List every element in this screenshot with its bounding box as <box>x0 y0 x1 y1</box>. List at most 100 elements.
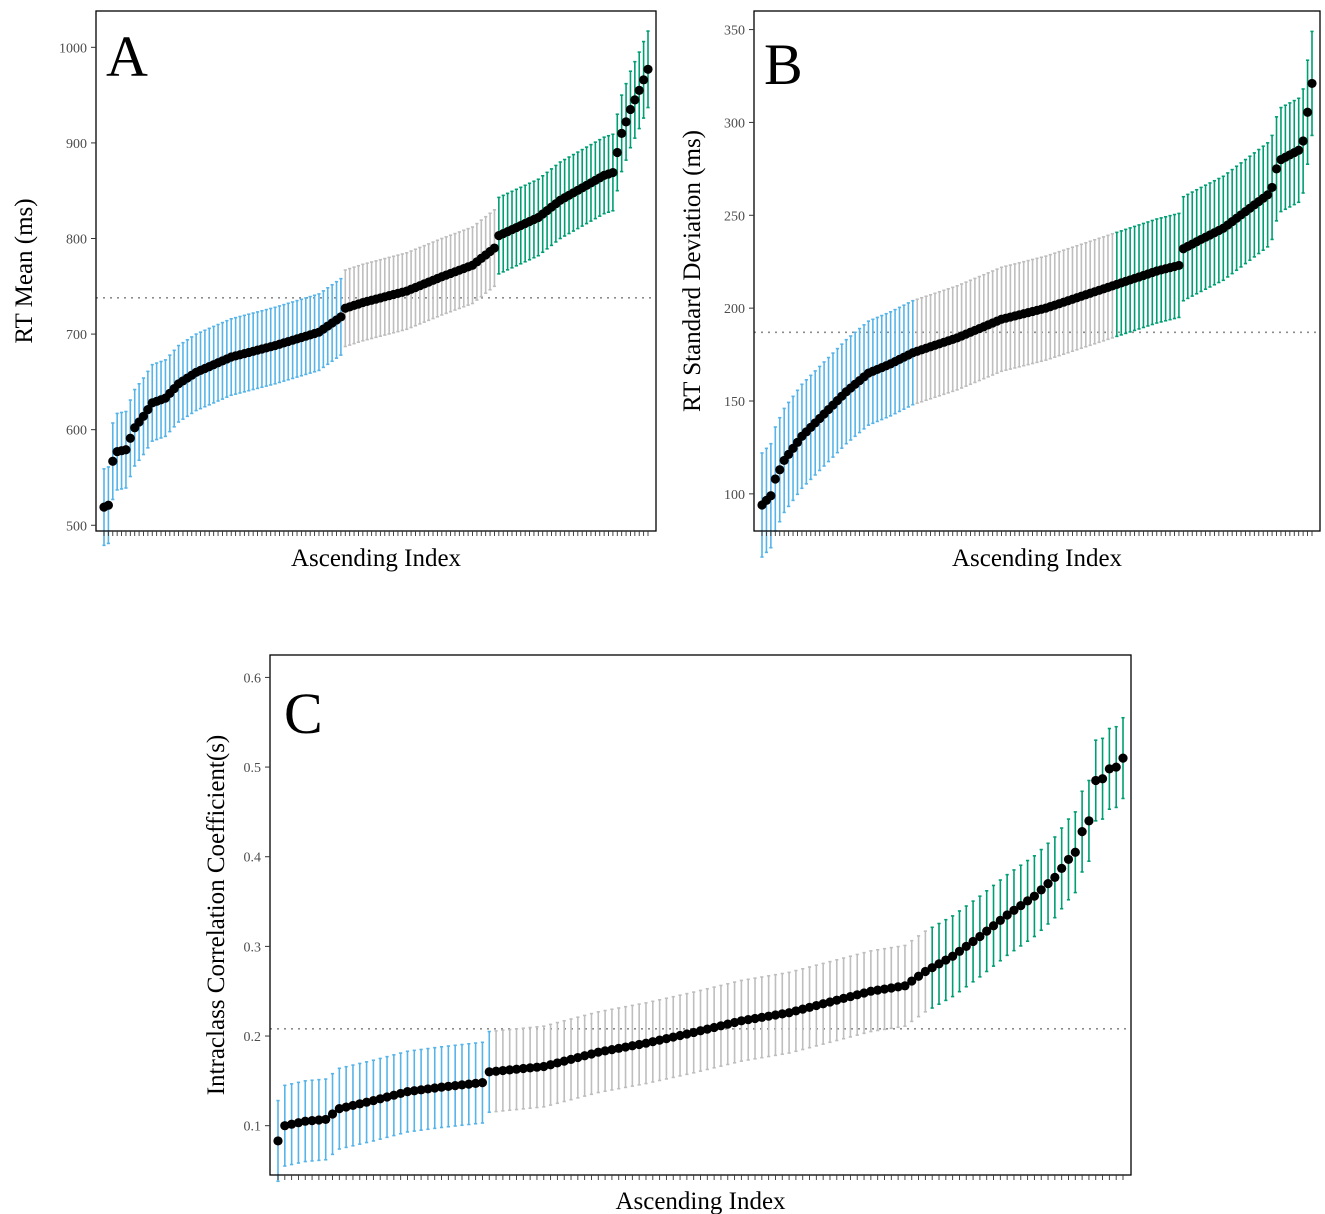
data-point <box>1174 260 1184 271</box>
data-point <box>1263 190 1273 200</box>
data-point <box>1298 136 1308 146</box>
data-point <box>920 966 930 977</box>
data-point <box>498 1065 508 1076</box>
data-point <box>879 984 890 994</box>
data-point <box>1063 854 1074 865</box>
data-point <box>103 500 113 510</box>
data-point <box>995 915 1005 925</box>
data-point <box>143 405 153 415</box>
y-axis-label: RT Mean (ms) <box>11 198 38 343</box>
data-point <box>630 95 640 105</box>
data-point <box>402 1087 413 1097</box>
y-tick-label: 100 <box>724 488 745 503</box>
data-point <box>736 1016 746 1026</box>
data-point <box>321 1114 331 1125</box>
data-point <box>608 167 618 178</box>
data-point <box>1009 905 1019 915</box>
data-point <box>1118 753 1128 763</box>
data-point <box>416 1085 426 1095</box>
data-point <box>457 1080 467 1090</box>
data-point <box>873 985 883 995</box>
data-point <box>975 931 985 942</box>
y-tick-label: 150 <box>724 395 745 410</box>
data-point <box>1022 896 1033 906</box>
y-tick-label: 0.4 <box>244 851 262 866</box>
data-point <box>927 963 937 973</box>
data-point <box>886 983 896 993</box>
data-point <box>617 128 627 138</box>
data-point <box>1302 107 1313 117</box>
y-tick-label: 800 <box>66 233 87 248</box>
x-axis-label: Ascending Index <box>615 1188 786 1214</box>
data-point <box>1307 78 1317 89</box>
data-point <box>766 491 776 501</box>
data-point <box>409 1086 419 1096</box>
data-point <box>770 474 780 484</box>
data-point <box>954 946 965 956</box>
y-tick-label: 0.6 <box>244 671 262 686</box>
data-point <box>300 1116 310 1126</box>
data-point <box>436 1082 447 1092</box>
data-point <box>764 1011 774 1021</box>
data-point <box>627 1041 637 1051</box>
data-point <box>625 104 636 115</box>
data-point <box>314 1115 324 1125</box>
data-point <box>961 941 971 951</box>
data-point <box>532 1062 542 1072</box>
data-point <box>1050 872 1060 882</box>
data-point <box>620 1042 631 1052</box>
data-point <box>775 465 785 475</box>
data-point <box>607 1045 617 1055</box>
y-tick-label: 500 <box>66 519 87 534</box>
data-points <box>273 753 1128 1146</box>
data-point <box>982 926 992 936</box>
data-point <box>743 1015 753 1025</box>
y-axis-label: Intraclass Correlation Coefficient(s) <box>203 735 230 1096</box>
data-point <box>1084 816 1094 826</box>
error-bars <box>102 30 650 547</box>
data-point <box>777 1009 787 1019</box>
x-ticks <box>277 1175 1124 1180</box>
data-point <box>1029 891 1040 901</box>
data-point <box>505 1065 515 1075</box>
y-tick-label: 600 <box>66 424 87 439</box>
data-point <box>1057 863 1067 873</box>
data-points <box>99 64 653 512</box>
data-point <box>1267 182 1277 193</box>
data-point <box>988 921 999 931</box>
data-point <box>125 433 135 443</box>
y-tick-label: 300 <box>724 116 745 131</box>
data-point <box>1097 774 1108 784</box>
y-tick-label: 350 <box>724 24 745 39</box>
data-point <box>1036 885 1046 895</box>
y-tick-label: 0.1 <box>244 1120 262 1135</box>
data-point <box>1271 164 1282 174</box>
y-tick-label: 700 <box>66 328 87 343</box>
data-point <box>511 1064 522 1074</box>
y-tick-label: 1000 <box>59 41 87 56</box>
data-point <box>600 1046 610 1056</box>
data-point <box>1077 827 1087 837</box>
data-point <box>471 1078 481 1089</box>
data-point <box>443 1081 453 1091</box>
data-point <box>634 1039 644 1050</box>
data-point <box>1294 145 1304 155</box>
data-point <box>639 75 649 85</box>
x-axis-label: Ascending Index <box>952 545 1123 572</box>
data-point <box>634 85 644 95</box>
data-point <box>450 1081 460 1091</box>
error-bars <box>276 716 1125 1183</box>
data-point <box>643 64 653 74</box>
data-point <box>525 1063 535 1073</box>
x-ticks <box>103 531 649 536</box>
panel-label: B <box>764 32 803 97</box>
data-point <box>750 1013 760 1024</box>
data-point <box>108 456 118 466</box>
data-point <box>464 1079 474 1089</box>
data-point <box>1043 879 1053 889</box>
data-point <box>913 971 924 981</box>
data-point <box>770 1010 781 1020</box>
data-point <box>948 951 958 961</box>
data-point <box>621 117 631 127</box>
